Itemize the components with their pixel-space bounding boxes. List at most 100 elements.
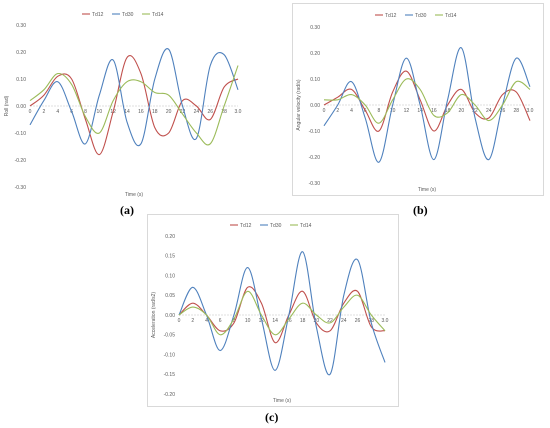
- y-tick-label: 0.10: [310, 77, 320, 83]
- x-tick-label: 2: [336, 108, 339, 114]
- legend-label-Td30: Td30: [415, 13, 427, 19]
- legend-label-Td14: Td14: [445, 13, 457, 19]
- x-tick-label: 16: [286, 318, 292, 324]
- y-tick-label: 0.20: [16, 50, 26, 56]
- series-line-Td30: [178, 251, 386, 376]
- chart-a-svg: 0.300.200.100.00-0.10-0.20-0.300 2 4 6 8 10 12…: [4, 12, 242, 198]
- y-tick-label: -0.30: [15, 185, 27, 191]
- x-tick-label: 2: [42, 109, 45, 115]
- x-tick-label: 14: [272, 318, 278, 324]
- series-line-Td30: [323, 47, 531, 163]
- x-tick-label: 26: [500, 108, 506, 114]
- series-line-Td12: [178, 286, 386, 344]
- y-tick-label: -0.20: [15, 158, 27, 164]
- x-tick-label: 20: [459, 108, 465, 114]
- panel-c-frame: [147, 214, 399, 407]
- x-tick-label: 10: [390, 108, 396, 114]
- chart-c-svg: 0.20 0.15 0.10 0.05 0.00 -0.05 -0.10 -0.15 -0.20…: [151, 223, 389, 404]
- x-tick-label: 24: [486, 108, 492, 114]
- x-tick-label: 4: [205, 318, 208, 324]
- x-tick-label: 24: [194, 109, 200, 115]
- x-tick-label: 4: [350, 108, 353, 114]
- x-tick-label: 18: [152, 109, 158, 115]
- y-tick-label: 0.00: [310, 103, 320, 109]
- x-tick-label: 14: [417, 108, 423, 114]
- x-tick-label: 20: [166, 109, 172, 115]
- x-tick-label: 8: [378, 108, 381, 114]
- x-tick-label: 8: [233, 318, 236, 324]
- legend-label-Td14: Td14: [152, 12, 164, 18]
- y-tick-label: -0.10: [309, 129, 321, 135]
- x-tick-label: 16: [138, 109, 144, 115]
- legend-label-Td12: Td12: [385, 13, 397, 19]
- x-tick-label: 18: [300, 318, 306, 324]
- x-tick-label: 28: [368, 318, 374, 324]
- y-tick-label: 0.10: [16, 77, 26, 83]
- legend-label-Td12: Td12: [240, 223, 252, 229]
- y-tick-label: -0.30: [309, 181, 321, 187]
- series-line-Td14: [323, 78, 531, 124]
- y-tick-label: 0.30: [310, 25, 320, 31]
- legend-label-Td30: Td30: [122, 12, 134, 18]
- legend-label-Td14: Td14: [300, 223, 312, 229]
- panel-c: 0.20 0.15 0.10 0.05 0.00 -0.05 -0.10 -0.15 -0.20…: [147, 214, 399, 407]
- y-tick-label: -0.20: [164, 392, 176, 398]
- x-tick-label: 12: [404, 108, 410, 114]
- panel-a: 0.30 0.20 0.10 0.00 -0.10 -0.20 -0.30 0 2 4 6 8 10 12…: [0, 2, 270, 202]
- x-tick-label: 20: [314, 318, 320, 324]
- panel-label-b: (b): [413, 203, 428, 217]
- series-line-Td14: [178, 290, 386, 336]
- x-tick-label: 10: [245, 318, 251, 324]
- x-axis-label: Time (s): [125, 192, 143, 198]
- y-tick-label: -0.05: [164, 333, 176, 339]
- panel-label-a: (a): [120, 203, 134, 217]
- x-tick-label: 3.0: [382, 318, 389, 324]
- y-tick-label: 0.15: [165, 254, 175, 260]
- y-tick-label: 0.20: [165, 234, 175, 240]
- x-tick-label: 4: [56, 109, 59, 115]
- y-axis-label: Roll (rad): [4, 95, 10, 116]
- x-tick-label: 10: [97, 109, 103, 115]
- x-axis-label: Time (s): [273, 398, 291, 404]
- x-tick-label: 2: [191, 318, 194, 324]
- x-tick-label: 0: [178, 318, 181, 324]
- y-tick-label: -0.10: [164, 352, 176, 358]
- x-tick-label: 22: [327, 318, 333, 324]
- y-tick-label: 0.00: [165, 313, 175, 319]
- y-axis-label: Acceleration (rad/s2): [151, 292, 157, 338]
- series-line-Td30: [29, 48, 239, 147]
- x-tick-label: 8: [84, 109, 87, 115]
- series-line-Td12: [29, 55, 239, 156]
- y-tick-label: -0.20: [309, 155, 321, 161]
- series-line-Td14: [29, 65, 239, 146]
- x-tick-label: 0: [323, 108, 326, 114]
- x-tick-label: 16: [431, 108, 437, 114]
- panel-b-frame: [292, 3, 544, 196]
- y-tick-label: -0.10: [15, 131, 27, 137]
- x-tick-label: 22: [472, 108, 478, 114]
- x-tick-label: 3.0: [235, 109, 242, 115]
- x-tick-label: 26: [355, 318, 361, 324]
- panel-label-c: (c): [265, 410, 279, 424]
- chart-b-svg: 0.300.200.100.00-0.10-0.20-0.300 2 4 6 8 10 12…: [296, 13, 534, 193]
- x-tick-label: 28: [513, 108, 519, 114]
- legend-label-Td30: Td30: [270, 223, 282, 229]
- y-tick-label: -0.15: [164, 372, 176, 378]
- x-axis-label: Time (s): [418, 187, 436, 193]
- x-tick-label: 18: [445, 108, 451, 114]
- y-tick-label: 0.20: [310, 51, 320, 57]
- x-tick-label: 28: [221, 109, 227, 115]
- y-tick-label: 0.00: [16, 104, 26, 110]
- x-tick-label: 22: [180, 109, 186, 115]
- y-tick-label: 0.10: [165, 273, 175, 279]
- y-axis-label: Angular velocity (rad/s): [296, 79, 302, 130]
- legend-label-Td12: Td12: [92, 12, 104, 18]
- x-tick-label: 0: [29, 109, 32, 115]
- x-tick-label: 24: [341, 318, 347, 324]
- panel-b: 0.30 0.20 0.10 0.00 -0.10 -0.20 -0.30 0 2 4 6 8 10 12…: [292, 3, 544, 196]
- x-tick-label: 26: [207, 109, 213, 115]
- y-tick-label: 0.30: [16, 23, 26, 29]
- x-tick-label: 6: [219, 318, 222, 324]
- y-tick-label: 0.05: [165, 293, 175, 299]
- x-tick-label: 3.0: [527, 108, 534, 114]
